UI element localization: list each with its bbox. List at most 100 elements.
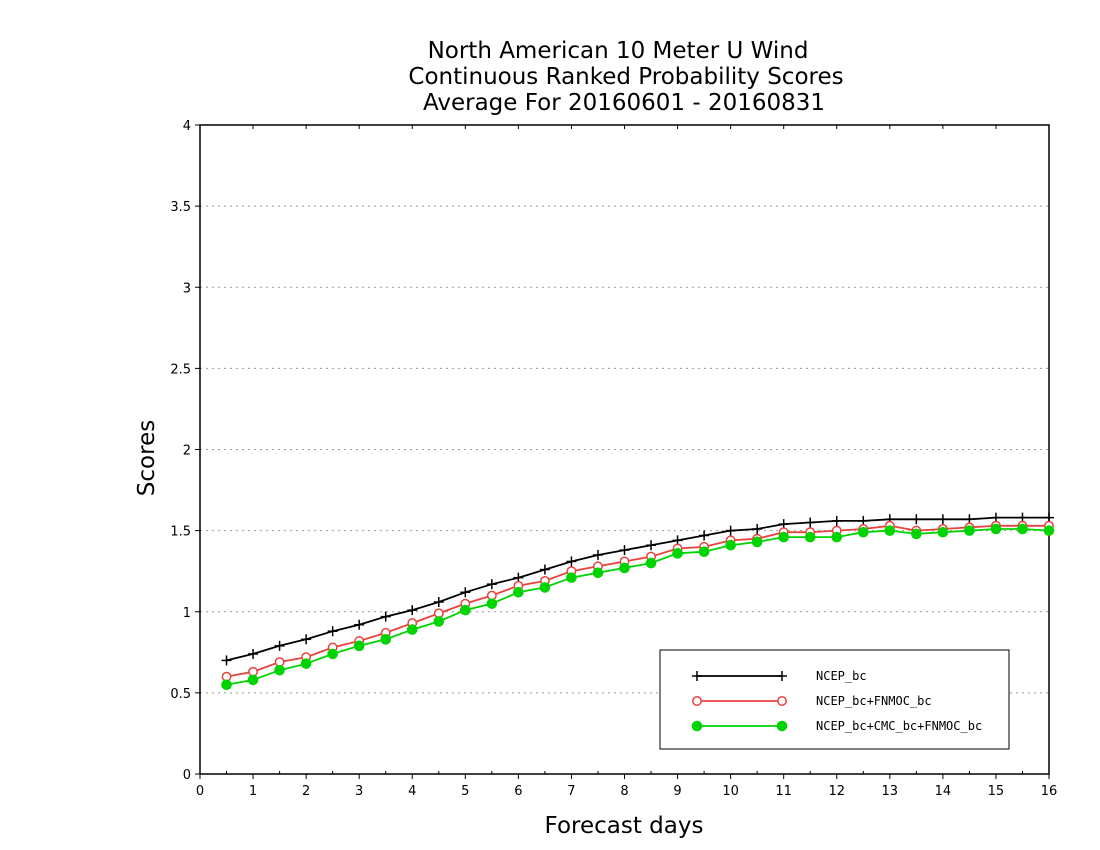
x-tick-label: 5	[461, 784, 469, 799]
data-point	[221, 655, 232, 666]
data-point	[1017, 523, 1028, 535]
legend: NCEP_bc NCEP_bc+FNMOC_bc NCEP_bc+CMC_bc+FN…	[659, 649, 1010, 750]
legend-marker	[691, 720, 703, 732]
chart-title-line-3: Average For 20160601 - 20160831	[423, 90, 825, 116]
data-point	[911, 528, 922, 540]
data-point	[592, 549, 603, 560]
data-point	[831, 531, 843, 543]
y-tick-label: 0	[183, 768, 191, 783]
data-point	[248, 648, 259, 659]
data-point	[539, 564, 550, 575]
legend-marker	[777, 671, 787, 681]
x-tick-label: 3	[355, 784, 363, 799]
data-point	[751, 536, 763, 548]
legend-entry: NCEP_bc+FNMOC_bc	[692, 694, 932, 708]
data-point	[247, 674, 259, 686]
data-point	[327, 626, 338, 637]
data-point	[433, 597, 444, 608]
x-tick-label: 11	[775, 784, 792, 799]
data-point	[646, 540, 657, 551]
data-point	[486, 598, 498, 609]
data-point	[433, 616, 445, 627]
data-point	[1043, 525, 1055, 536]
data-point	[221, 679, 232, 691]
data-point	[486, 579, 497, 590]
x-tick-label: 15	[988, 784, 1005, 799]
data-point	[752, 524, 763, 535]
data-point	[539, 582, 551, 593]
data-point	[805, 517, 816, 528]
data-point	[937, 514, 948, 525]
data-point	[831, 515, 842, 526]
data-point	[566, 556, 577, 567]
legend-marker	[777, 696, 787, 706]
legend-box	[659, 649, 1010, 750]
legend-marker	[776, 720, 788, 732]
data-point	[327, 648, 338, 660]
series-line-NCEP_bc	[226, 516, 1049, 662]
x-tick-label: 7	[567, 784, 575, 799]
data-point	[513, 586, 524, 598]
data-point	[699, 530, 710, 541]
data-point	[698, 546, 710, 558]
legend-label: NCEP_bc+FNMOC_bc	[816, 694, 932, 708]
y-axis-ticks: 0 0.5 1 1.5 2 2.5 3 3.5 4	[170, 119, 200, 783]
data-point	[964, 525, 975, 536]
data-point	[406, 624, 418, 635]
x-tick-label: 16	[1041, 784, 1058, 799]
x-tick-label: 8	[620, 784, 628, 799]
data-point	[778, 531, 789, 543]
data-point	[353, 640, 365, 652]
y-tick-label: 3	[183, 281, 191, 296]
series-NCEP_bc+CMC_bc+FNMOC_bc	[221, 523, 1055, 691]
y-axis-label: Scores	[134, 420, 160, 496]
data-point	[619, 545, 630, 556]
legend-marker	[692, 671, 702, 681]
y-tick-label: 2	[183, 444, 191, 459]
x-tick-label: 6	[514, 784, 522, 799]
data-point	[592, 567, 604, 579]
data-point	[460, 604, 471, 616]
data-point	[380, 634, 392, 645]
data-point	[725, 539, 736, 551]
data-point	[301, 634, 312, 645]
data-point	[804, 531, 816, 543]
data-point	[937, 526, 949, 538]
legend-entry: NCEP_bc	[692, 669, 867, 683]
x-tick-label: 2	[302, 784, 310, 799]
x-tick-label: 12	[828, 784, 845, 799]
x-axis-ticks: 0 1 2 3 4 5 6 7 8 9 10 11 12 13 14 15 16	[196, 125, 1057, 799]
x-axis-label: Forecast days	[545, 813, 704, 839]
data-point	[990, 523, 1002, 535]
chart-title-line-2: Continuous Ranked Probability Scores	[408, 64, 843, 90]
legend-entry: NCEP_bc+CMC_bc+FNMOC_bc	[691, 719, 982, 733]
x-tick-label: 10	[722, 784, 739, 799]
data-point	[645, 557, 657, 569]
x-tick-label: 13	[882, 784, 899, 799]
data-point	[619, 562, 630, 574]
data-point	[300, 658, 312, 669]
x-tick-label: 14	[935, 784, 952, 799]
data-point	[274, 664, 285, 676]
series-NCEP_bc	[221, 512, 1054, 666]
y-tick-label: 4	[183, 119, 191, 134]
y-tick-label: 3.5	[170, 200, 191, 215]
y-tick-label: 1.5	[170, 525, 191, 540]
x-tick-label: 4	[408, 784, 416, 799]
y-tick-label: 2.5	[170, 362, 191, 377]
legend-label: NCEP_bc+CMC_bc+FNMOC_bc	[816, 719, 982, 733]
data-point	[354, 619, 365, 630]
x-tick-label: 1	[249, 784, 257, 799]
y-tick-label: 1	[183, 606, 191, 621]
x-tick-label: 9	[673, 784, 681, 799]
legend-marker	[692, 696, 702, 706]
data-point	[274, 640, 285, 651]
x-tick-label: 0	[196, 784, 204, 799]
data-point	[725, 525, 736, 536]
data-point	[460, 587, 471, 598]
data-point	[857, 526, 869, 538]
data-point	[380, 611, 391, 622]
data-point	[407, 605, 418, 616]
y-tick-label: 0.5	[170, 687, 191, 702]
